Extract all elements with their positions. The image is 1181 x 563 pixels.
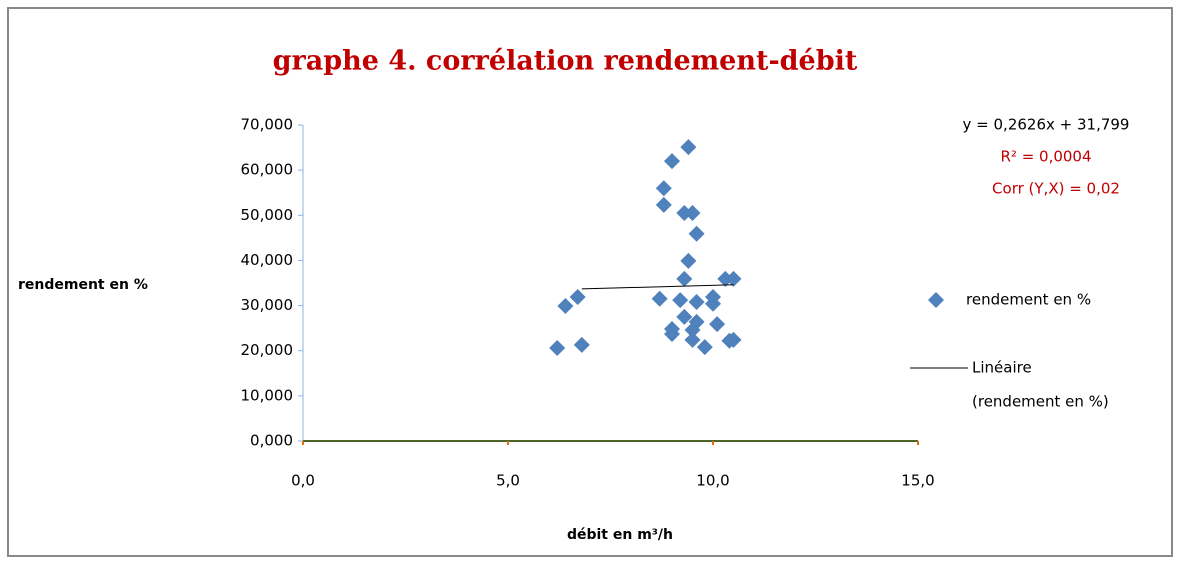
point bbox=[664, 321, 680, 338]
x-axis-label: débit en m³/h bbox=[567, 527, 673, 543]
equation: y = 0,2626x + 31,799 bbox=[963, 116, 1130, 134]
point bbox=[680, 252, 697, 269]
x-tick-label: 15,0 bbox=[901, 472, 934, 490]
point bbox=[672, 292, 689, 309]
point bbox=[709, 316, 726, 333]
point bbox=[696, 339, 713, 356]
legend-marker bbox=[928, 292, 944, 308]
legend-label: Linéaire bbox=[972, 359, 1032, 377]
point bbox=[655, 180, 672, 197]
legend-label: (rendement en %) bbox=[972, 393, 1109, 411]
point bbox=[688, 293, 705, 310]
y-tick-label: 20,000 bbox=[241, 341, 294, 359]
y-tick-label: 10,000 bbox=[241, 386, 294, 404]
point bbox=[573, 336, 590, 353]
x-tick-label: 5,0 bbox=[496, 472, 520, 490]
correlation: Corr (Y,X) = 0,02 bbox=[992, 180, 1120, 198]
x-tick-label: 0,0 bbox=[291, 472, 315, 490]
point bbox=[557, 298, 574, 315]
point bbox=[549, 340, 566, 357]
point bbox=[676, 308, 693, 325]
point bbox=[725, 270, 742, 287]
point bbox=[651, 290, 668, 307]
chart-title: graphe 4. corrélation rendement-débit bbox=[273, 46, 858, 77]
point bbox=[684, 331, 701, 348]
point bbox=[569, 288, 586, 305]
y-tick-label: 70,000 bbox=[241, 116, 294, 134]
y-tick-label: 40,000 bbox=[241, 251, 294, 269]
r-squared: R² = 0,0004 bbox=[1000, 148, 1091, 166]
y-tick-label: 60,000 bbox=[241, 161, 294, 179]
chart-frame bbox=[7, 7, 1173, 557]
point bbox=[725, 331, 742, 348]
y-tick-label: 50,000 bbox=[241, 206, 294, 224]
point bbox=[680, 139, 697, 156]
point bbox=[676, 270, 693, 287]
legend-label: rendement en % bbox=[966, 291, 1091, 309]
y-tick-label: 30,000 bbox=[241, 296, 294, 314]
x-tick-label: 10,0 bbox=[696, 472, 729, 490]
point bbox=[676, 205, 693, 222]
point bbox=[664, 153, 680, 170]
point bbox=[684, 205, 701, 222]
point bbox=[717, 270, 734, 287]
y-axis-label: rendement en % bbox=[18, 277, 148, 293]
trendline bbox=[581, 284, 734, 290]
point bbox=[688, 225, 705, 242]
point bbox=[705, 295, 721, 312]
point bbox=[655, 196, 672, 213]
y-tick-label: 0,000 bbox=[250, 432, 293, 450]
point bbox=[688, 313, 705, 330]
